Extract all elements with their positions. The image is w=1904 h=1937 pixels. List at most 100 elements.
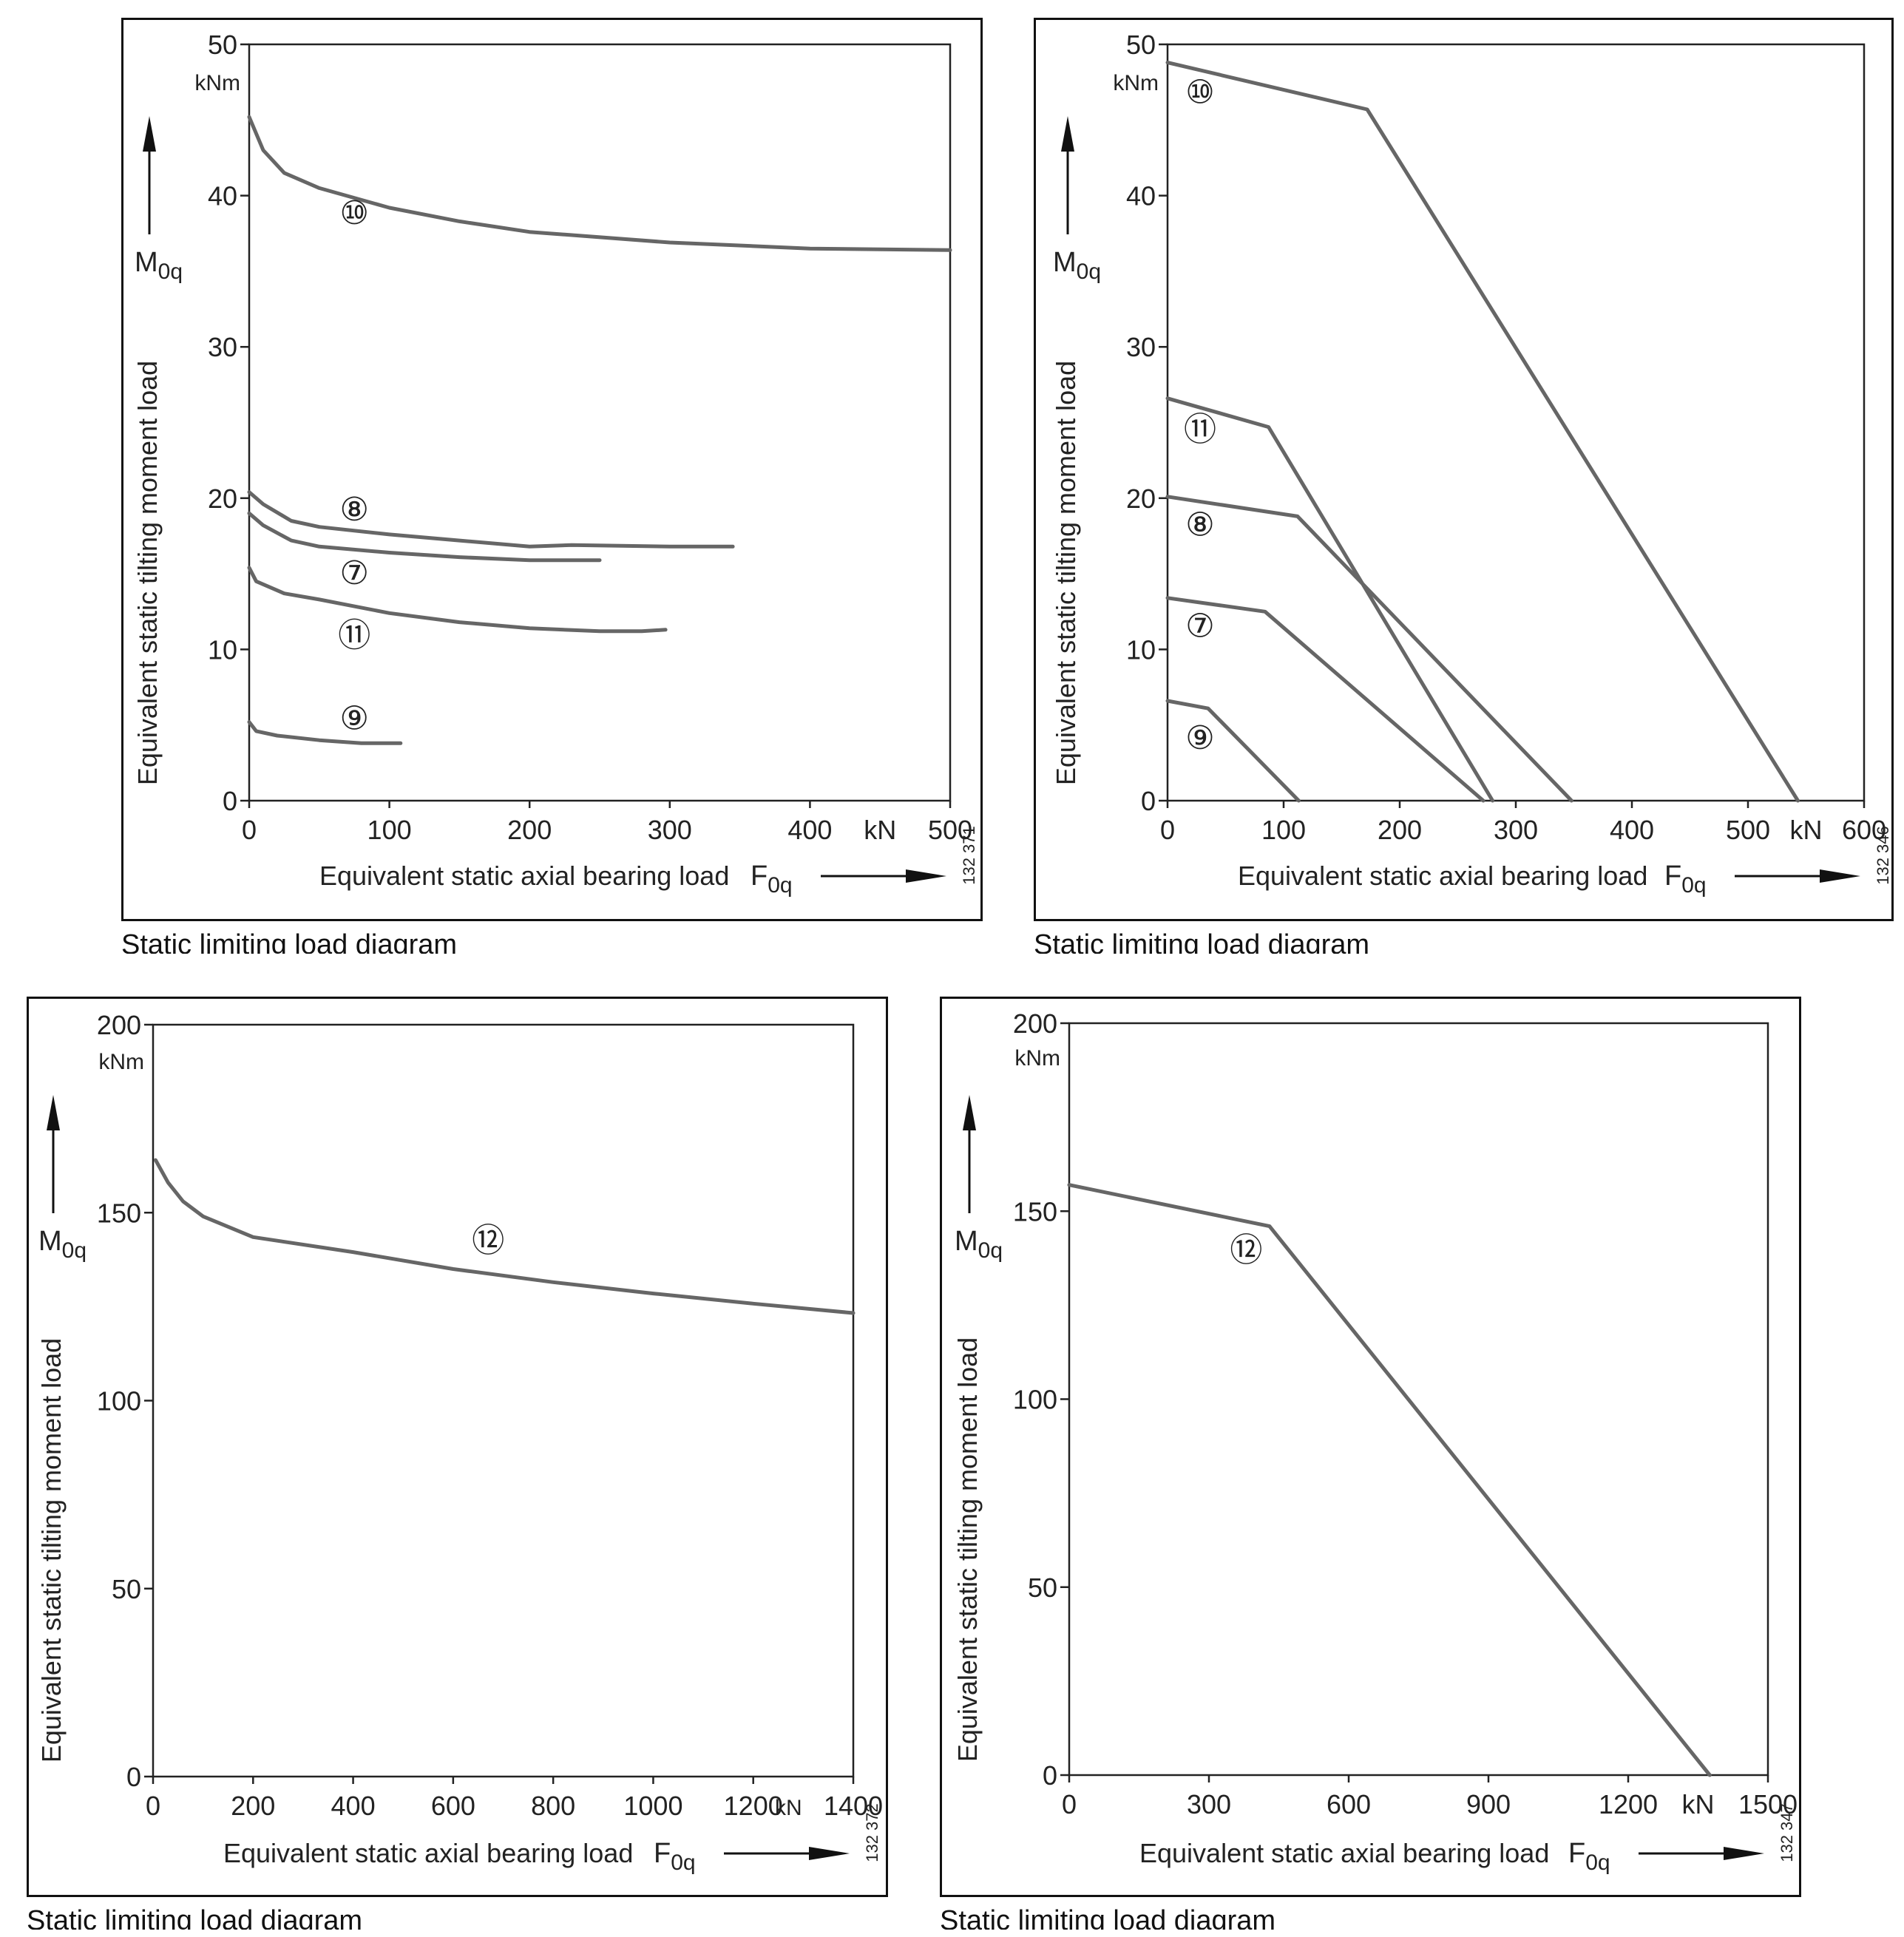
y-symbol: M0q (1053, 247, 1101, 284)
y-tick-label: 20 (1126, 484, 1156, 514)
drawing-number: 132 347 (1778, 1803, 1796, 1862)
y-arrow-head (143, 116, 156, 152)
y-axis-title: Equivalent static tilting moment load (132, 361, 163, 785)
x-tick-label: 0 (1160, 815, 1175, 845)
y-unit-label: kNm (1014, 1046, 1060, 1071)
x-tick-label: 1500 (1738, 1789, 1798, 1819)
x-tick-label: 1200 (1599, 1789, 1658, 1819)
series-label-3: ⑦ (1185, 608, 1214, 645)
y-tick-label: 100 (1013, 1385, 1057, 1415)
y-tick-label: 50 (208, 30, 237, 60)
y-symbol: M0q (955, 1226, 1003, 1263)
y-symbol: M0q (135, 247, 183, 284)
x-tick-label: 300 (1494, 815, 1538, 845)
x-tick-label: 1200 (724, 1791, 783, 1821)
y-arrow-head (1061, 116, 1074, 152)
series-line-4 (247, 720, 403, 745)
y-tick-label: 200 (1013, 1008, 1057, 1039)
series-line-2 (1165, 495, 1573, 803)
x-tick-label: 300 (648, 815, 692, 845)
x-tick-label: 0 (242, 815, 257, 845)
y-tick-label: 10 (208, 634, 237, 665)
series-line-2 (247, 511, 602, 563)
series-line-0 (1165, 61, 1800, 803)
series-line-0 (1067, 1183, 1712, 1777)
x-symbol-subscript: 0q (671, 1851, 695, 1875)
x-axis-title: Equivalent static axial bearing load (1139, 1838, 1549, 1868)
series-label-4: ⑨ (339, 701, 368, 737)
x-axis-title: Equivalent static axial bearing load (1238, 861, 1647, 891)
y-tick-label: 20 (208, 484, 237, 514)
x-tick-label: 800 (531, 1791, 575, 1821)
x-tick-label: 0 (1062, 1789, 1077, 1819)
x-tick-label: 500 (928, 815, 972, 845)
x-tick-label: 200 (231, 1791, 275, 1821)
plot-area (1166, 43, 1866, 802)
y-tick-label: 150 (97, 1198, 141, 1228)
series-line-4 (1165, 699, 1301, 803)
y-unit-label: kNm (98, 1050, 144, 1074)
x-axis-title: Equivalent static axial bearing load (319, 861, 729, 891)
chart-panel-3: 0 50 100 150 200 0 200 400 600 800 1000 1200 1400 kN k… (27, 997, 888, 1897)
y-arrow-head (47, 1095, 60, 1130)
y-tick-label: 30 (208, 332, 237, 362)
y-tick-label: 0 (223, 786, 237, 816)
x-unit-label: kN (1682, 1789, 1715, 1819)
series-label-0: ⑫ (1230, 1232, 1262, 1269)
y-arrow-head (963, 1095, 976, 1130)
x-tick-label: 1400 (824, 1791, 883, 1821)
x-arrow-head (1820, 869, 1860, 883)
x-tick-label: 1000 (623, 1791, 682, 1821)
x-symbol: F0q (751, 861, 793, 898)
x-tick-label: 0 (146, 1791, 160, 1821)
x-arrow-head (906, 869, 946, 883)
chart-4-caption: Static limiting load diagram (940, 1905, 1276, 1930)
series-label-0: ⑫ (472, 1222, 504, 1258)
y-tick-label: 40 (1126, 181, 1156, 211)
chart-3-svg: 0 50 100 150 200 0 200 400 600 800 1000 1200 1400 kN k… (36, 1010, 883, 1875)
y-axis-title: Equivalent static tilting moment load (36, 1338, 67, 1763)
series-line-0 (153, 1158, 856, 1315)
chart-1-caption: Static limiting load diagram (121, 929, 458, 954)
y-tick-label: 30 (1126, 332, 1156, 362)
x-tick-label: 400 (1610, 815, 1654, 845)
series-label-2: ⑦ (339, 555, 368, 591)
series-label-1: ⑧ (339, 492, 368, 528)
x-symbol: F0q (654, 1838, 696, 1875)
series-label-2: ⑧ (1185, 507, 1214, 543)
x-tick-label: 600 (1327, 1789, 1371, 1819)
series-line-3 (247, 566, 668, 634)
x-tick-label: 500 (1726, 815, 1770, 845)
chart-panel-1: 0 10 20 30 40 50 0 100 200 300 400 500 kN kNm M0q Equiv… (121, 18, 983, 921)
y-axis-title: Equivalent static tilting moment load (952, 1337, 983, 1762)
series-label-4: ⑨ (1185, 720, 1214, 756)
x-tick-label: 400 (331, 1791, 376, 1821)
series-label-1: ⑪ (1184, 412, 1216, 448)
x-tick-label: 100 (367, 815, 412, 845)
series-line-1 (1165, 396, 1495, 803)
y-tick-label: 10 (1126, 634, 1156, 665)
x-tick-label: 900 (1466, 1789, 1511, 1819)
plot-area (152, 1023, 855, 1778)
y-symbol-subscript: 0q (978, 1238, 1003, 1263)
x-unit-label: kN (1790, 815, 1823, 845)
x-symbol: F0q (1664, 861, 1707, 898)
x-symbol-subscript: 0q (1681, 873, 1706, 898)
y-unit-label: kNm (194, 71, 240, 95)
y-tick-label: 50 (112, 1574, 141, 1604)
plot-area (1068, 1022, 1769, 1777)
drawing-number: 132 371 (960, 826, 978, 885)
y-symbol-subscript: 0q (1077, 259, 1101, 284)
x-axis-title: Equivalent static axial bearing load (223, 1838, 633, 1868)
y-tick-label: 50 (1028, 1573, 1057, 1603)
y-axis-title: Equivalent static tilting moment load (1051, 361, 1081, 785)
series-label-0: ⑩ (1185, 74, 1214, 110)
chart-panel-4: 0 50 100 150 200 0 300 600 900 1200 1500 kN kNm M0q Eq… (940, 997, 1801, 1897)
x-tick-label: 200 (1378, 815, 1422, 845)
series-line-1 (247, 490, 735, 549)
x-symbol: F0q (1568, 1838, 1610, 1875)
x-symbol-subscript: 0q (1585, 1851, 1610, 1875)
plot-area (248, 43, 952, 802)
